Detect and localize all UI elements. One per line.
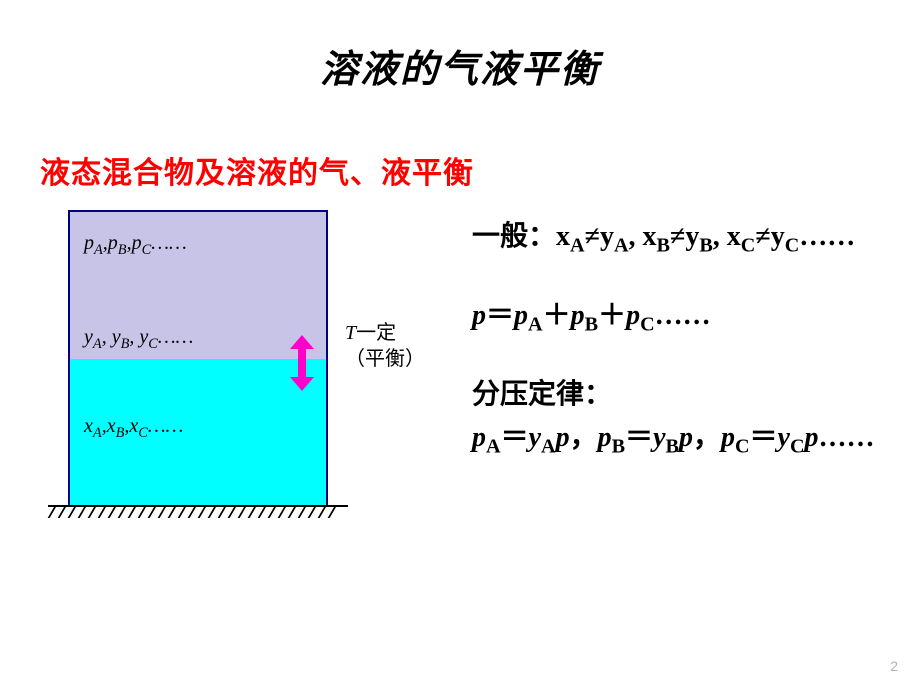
equations-area: 一般：xA≠yA, xB≠yB, xC≠yC…… p＝pA＋pB＋pC…… 分压… xyxy=(472,215,892,540)
base-hatching xyxy=(48,505,348,525)
temp-text1: 一定 xyxy=(356,322,396,344)
temperature-label: T一定 （平衡） xyxy=(345,320,420,372)
temp-text2: （平衡） xyxy=(345,348,425,370)
page-number: 2 xyxy=(890,658,898,674)
equation-total-pressure: p＝pA＋pB＋pC…… xyxy=(472,294,892,341)
eq3-prefix: 分压定律： xyxy=(472,379,612,410)
section-subtitle: 液态混合物及溶液的气、液平衡 xyxy=(40,148,920,192)
equilibrium-arrow-icon xyxy=(290,335,314,391)
eq3-body: pA＝yAp，pB＝yBp，pC＝yCp…… xyxy=(472,422,875,453)
slide-title: 溶液的气液平衡 xyxy=(0,0,920,93)
gas-pressure-label: pA,pB,pC…… xyxy=(84,232,187,259)
phase-diagram: pA,pB,pC…… yA, yB, yC…… xA,xB,xC…… T一定 （… xyxy=(40,210,420,540)
vapor-fraction-label: yA, yB, yC…… xyxy=(84,326,193,353)
equation-partial-pressure: 分压定律： pA＝yAp，pB＝yBp，pC＝yCp…… xyxy=(472,373,892,463)
eq1-body: xA≠yA, xB≠yB, xC≠yC…… xyxy=(556,221,855,252)
content-area: pA,pB,pC…… yA, yB, yC…… xA,xB,xC…… T一定 （… xyxy=(0,210,920,540)
eq2-body: p＝pA＋pB＋pC…… xyxy=(472,300,711,331)
liquid-fraction-label: xA,xB,xC…… xyxy=(84,415,183,442)
temp-T: T xyxy=(345,322,356,344)
equation-general: 一般：xA≠yA, xB≠yB, xC≠yC…… xyxy=(472,215,892,262)
eq1-prefix: 一般： xyxy=(472,221,556,252)
